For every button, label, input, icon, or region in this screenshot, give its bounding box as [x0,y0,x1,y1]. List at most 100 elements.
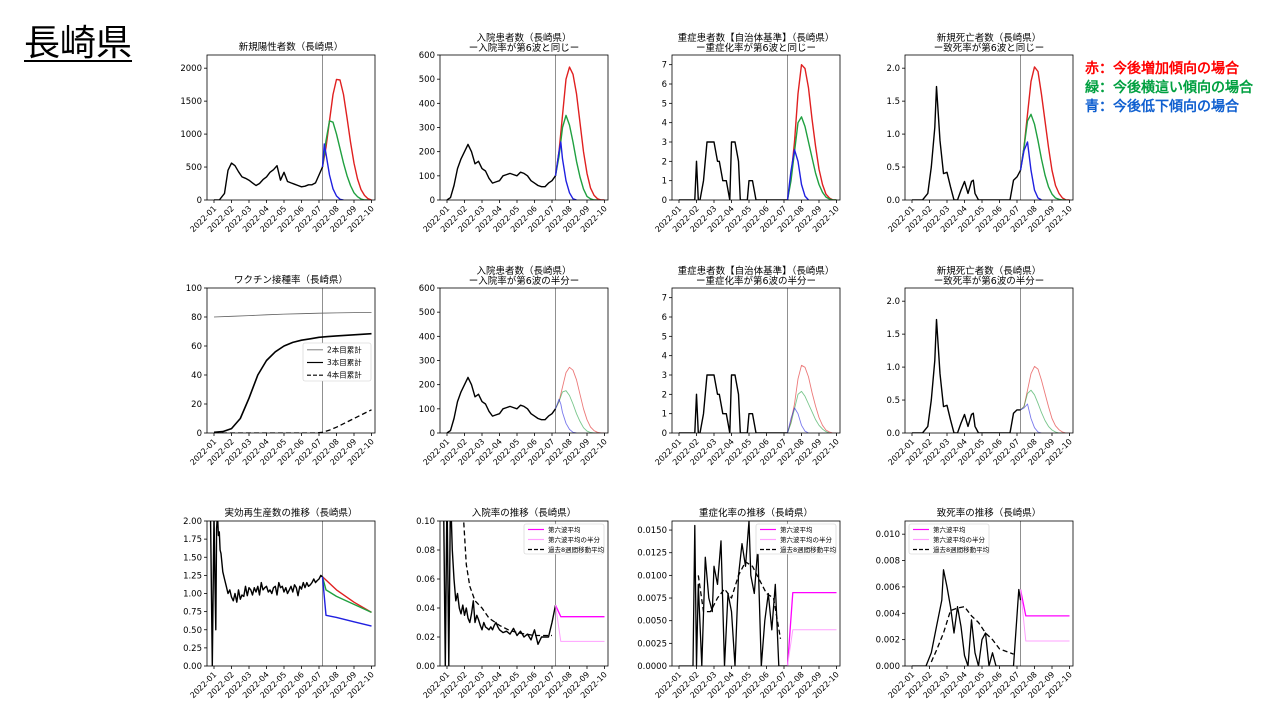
series-line-green [786,116,837,200]
y-tick-label: 500 [419,308,435,318]
y-tick-label: 0.004 [876,609,900,619]
series-line-black [446,143,557,200]
y-tick-label: 0.25 [183,644,202,654]
y-tick-label: 3 [662,371,667,381]
series-line-green [554,114,598,200]
legend-label: 4本目累計 [327,370,362,380]
y-tick-label: 0.0075 [637,594,667,604]
legend-label: 3本目累計 [327,357,362,367]
series-line-magenta [786,591,837,666]
chart-title: 入院率の推移（長崎県） [472,507,577,519]
y-tick-label: 2000 [180,64,202,74]
plot-frame [904,287,1074,434]
chart-c2: 入院患者数（長崎県）ー入院率が第6波と同じー 0 100 200 300 400 500 60… [419,32,609,234]
chart-c11: 重症化率の推移（長崎県） 0.0000 0.0025 0.0050 0.0075 0.01… [637,507,841,700]
chart-title: 新規死亡者数（長崎県） [937,32,1042,44]
chart-subtitle: ー致死率が第6波の半分ー [934,275,1045,287]
y-tick-label: 2.00 [183,517,202,527]
y-tick-label: 100 [419,172,435,182]
chart-subtitle: ー重症化率が第6波と同じー [696,42,816,54]
y-tick-label: 400 [419,332,435,342]
page-title: 長崎県 [24,23,133,64]
y-tick-label: 0.02 [416,633,435,643]
y-tick-label: 4 [662,119,667,129]
y-tick-label: 1.0 [886,363,900,373]
chart-title: 入院患者数（長崎県） [476,265,571,277]
series-line-red [322,576,372,614]
y-tick-label: 6 [662,80,667,90]
legend-label: 第六波平均の半分 [548,535,601,544]
series-line-red [555,366,605,433]
y-tick-label: 1.5 [886,97,900,107]
y-tick-label: 1.00 [183,590,202,600]
chart-c4: 新規死亡者数（長崎県）ー致死率が第6波と同じー0.00.51.01.52.020… [886,32,1074,234]
series-line-black [209,521,323,666]
series-line-red [554,66,605,200]
y-tick-label: 0 [430,429,435,439]
series-line-black [930,606,1014,663]
series-line-red [321,78,372,200]
y-tick-label: 2 [662,157,667,167]
series-line-blue [1019,141,1042,200]
chart-title: 重症患者数【自治体基準】（長崎県） [678,265,835,277]
chart-c3: 重症患者数【自治体基準】（長崎県）ー重症化率が第6波と同じー0123456720… [653,32,841,234]
chart-title: 重症患者数【自治体基準】（長崎県） [678,32,835,44]
series-line-black [679,374,788,433]
series-line-magenta [554,604,605,618]
legend-label: 過去8週間移動平均 [933,545,990,554]
y-tick-label: 0.000 [876,662,900,672]
series-line-green [1020,389,1063,433]
y-tick-label: 0.50 [183,626,202,636]
y-tick-label: 0.0000 [637,662,667,672]
y-tick-label: 0.002 [876,636,900,646]
y-tick-label: 200 [419,148,435,158]
series-line-black [697,561,782,639]
legend-label: 第六波平均の半分 [780,535,833,544]
chart-title: 新規死亡者数（長崎県） [937,265,1042,277]
y-tick-label: 0.06 [416,575,435,585]
y-tick-label: 600 [419,284,435,294]
y-tick-label: 0.0150 [637,526,667,536]
legend-label: 過去8週間移動平均 [548,545,605,554]
series-line-blue [787,407,809,433]
plot-frame [206,54,376,201]
legend-label: 第六波平均 [780,525,813,534]
y-tick-label: 7 [662,61,667,71]
plot-frame [671,287,841,434]
series-line-black [679,141,788,200]
y-tick-label: 2.0 [886,297,900,307]
y-tick-label: 0 [662,196,667,206]
y-tick-label: 500 [419,75,435,85]
y-tick-label: 100 [419,405,435,415]
y-tick-label: 5 [662,99,667,109]
chart-c12: 致死率の推移（長崎県） 0.000 0.002 0.004 0.006 0.008 0.01… [876,507,1074,700]
plot-frame [206,520,376,667]
y-tick-label: 7 [662,294,667,304]
y-tick-label: 0.010 [876,530,900,540]
legend-note-blue: 青：今後低下傾向の場合 [1085,99,1239,115]
plot-frame [439,287,609,434]
y-tick-label: 4 [662,352,667,362]
series-line-black [912,318,1021,433]
legend-note-red: 赤：今後増加傾向の場合 [1085,61,1239,77]
series-line-green [555,390,598,433]
series-line-magenta [1019,589,1070,617]
y-tick-label: 3 [662,138,667,148]
y-tick-label: 1.50 [183,553,202,563]
series-line-blue [554,141,577,200]
series-line-pink [1020,589,1070,642]
y-tick-label: 0.0050 [637,617,667,627]
chart-subtitle: ー重症化率が第6波の半分ー [696,275,816,287]
series-line-pink [555,605,605,642]
plot-frame [904,520,1074,667]
y-tick-label: 20 [191,400,202,410]
chart-legend: 2本目累計 3本目累計 4本目累計 [302,342,372,382]
series-line-black [446,376,557,433]
y-tick-label: 0.5 [886,163,900,173]
series-line-black [214,162,324,200]
series-line-red [1019,66,1070,200]
y-tick-label: 200 [419,381,435,391]
y-tick-label: 400 [419,99,435,109]
